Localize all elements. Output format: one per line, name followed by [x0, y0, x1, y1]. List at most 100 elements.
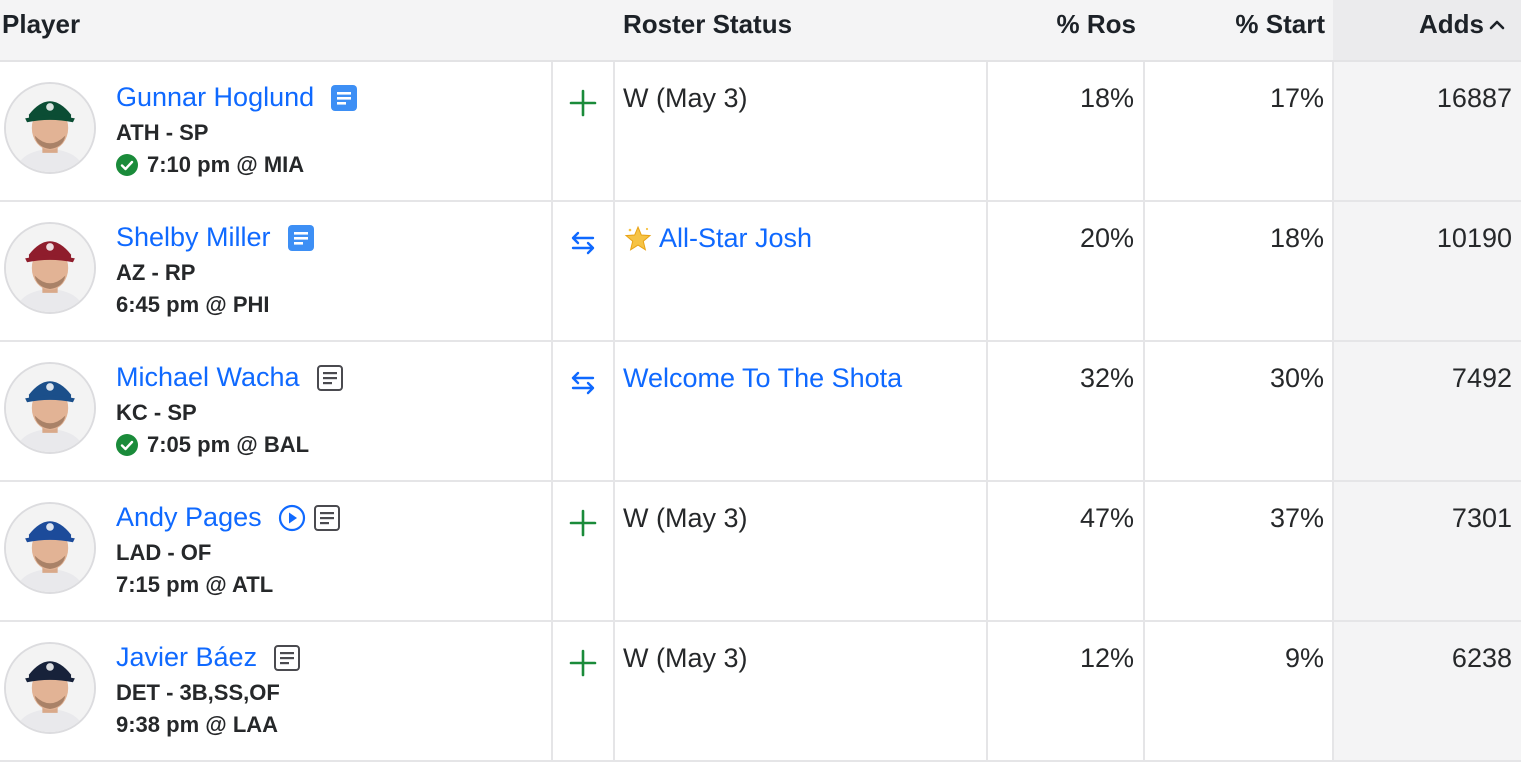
add-icon: [566, 509, 600, 544]
note-icon[interactable]: [316, 364, 344, 392]
note-icon-new[interactable]: [330, 84, 358, 112]
column-divider: [986, 342, 988, 480]
pct-rostered: 20%: [1079, 223, 1134, 253]
add-icon: [566, 89, 600, 124]
pct-started: 30%: [1269, 363, 1324, 393]
column-header-pct-start[interactable]: % Start: [1235, 9, 1325, 39]
check-icon: [116, 154, 138, 176]
column-divider: [551, 202, 553, 340]
adds-cell-bg: [1333, 62, 1521, 200]
roster-status[interactable]: Welcome To The Shota: [623, 363, 903, 393]
pct-rostered: 18%: [1079, 83, 1134, 113]
column-divider: [1332, 622, 1334, 760]
table-row: Shelby Miller AZ - RP 6:45 pm @ PHI All-Sta…: [0, 202, 1521, 342]
player-name-link[interactable]: Gunnar Hoglund: [116, 82, 315, 112]
column-divider: [551, 482, 553, 620]
table-row: Andy Pages LAD - OF 7:15 pm @ ATL W (May 3)…: [0, 482, 1521, 622]
column-divider: [1143, 202, 1145, 340]
table-row: Javier Báez DET - 3B,SS,OF 9:38 pm @ LAA W …: [0, 622, 1521, 762]
adds-count: 7301: [1451, 503, 1512, 533]
adds-count: 16887: [1436, 83, 1512, 113]
column-header-pct-ros[interactable]: % Ros: [1056, 9, 1136, 39]
column-divider: [551, 342, 553, 480]
column-divider: [613, 482, 615, 620]
player-avatar: [4, 502, 96, 594]
column-divider: [613, 62, 615, 200]
adds-count: 6238: [1451, 643, 1512, 673]
note-icon-new[interactable]: [287, 224, 315, 252]
game-time: 7:15 pm @ ATL: [116, 572, 274, 597]
add-player-button[interactable]: [566, 646, 600, 680]
player-avatar: [4, 222, 96, 314]
player-name-link[interactable]: Andy Pages: [116, 502, 262, 532]
roster-status: W (May 3): [623, 83, 748, 113]
player-team-position: DET - 3B,SS,OF: [116, 680, 280, 705]
adds-count: 7492: [1451, 363, 1512, 393]
pct-rostered: 32%: [1079, 363, 1134, 393]
player-name-link[interactable]: Michael Wacha: [116, 362, 300, 392]
roster-status: W (May 3): [623, 643, 748, 673]
column-divider: [1143, 482, 1145, 620]
column-divider: [551, 62, 553, 200]
pct-started: 17%: [1269, 83, 1324, 113]
adds-header-bg: [1333, 0, 1521, 60]
column-divider: [986, 62, 988, 200]
pct-started: 9%: [1284, 643, 1324, 673]
column-divider: [1332, 342, 1334, 480]
column-divider: [986, 482, 988, 620]
column-divider: [986, 622, 988, 760]
column-divider: [1332, 482, 1334, 620]
pct-rostered: 12%: [1079, 643, 1134, 673]
table-row: Gunnar Hoglund ATH - SP 7:10 pm @ MIA W (Ma…: [0, 62, 1521, 202]
column-header-roster-status[interactable]: Roster Status: [623, 9, 793, 39]
pct-started: 18%: [1269, 223, 1324, 253]
roster-status: W (May 3): [623, 503, 748, 533]
table-body: Gunnar Hoglund ATH - SP 7:10 pm @ MIA W (Ma…: [0, 62, 1521, 762]
column-divider: [1143, 62, 1145, 200]
player-team-position: ATH - SP: [116, 120, 209, 145]
game-time: 9:38 pm @ LAA: [116, 712, 279, 737]
adds-count: 10190: [1436, 223, 1512, 253]
trade-icon: [566, 231, 600, 264]
table-header: Player Roster Status % Ros % Start Adds: [0, 0, 1521, 62]
trade-player-button[interactable]: [566, 226, 600, 260]
pct-rostered: 47%: [1079, 503, 1134, 533]
column-divider: [1143, 622, 1145, 760]
column-header-adds[interactable]: Adds: [1419, 9, 1484, 39]
adds-cell-bg: [1333, 482, 1521, 620]
chevron-up-icon[interactable]: [1488, 18, 1506, 30]
column-divider: [1143, 342, 1145, 480]
game-time: 6:45 pm @ PHI: [116, 292, 270, 317]
add-icon: [566, 649, 600, 684]
play-icon[interactable]: [278, 504, 306, 532]
column-divider: [986, 202, 988, 340]
game-time: 7:05 pm @ BAL: [147, 432, 310, 457]
add-player-button[interactable]: [566, 506, 600, 540]
player-team-position: LAD - OF: [116, 540, 212, 565]
adds-cell-bg: [1333, 342, 1521, 480]
player-avatar: [4, 642, 96, 734]
star-icon: [624, 225, 652, 253]
adds-cell-bg: [1333, 202, 1521, 340]
trade-player-button[interactable]: [566, 366, 600, 400]
roster-status[interactable]: All-Star Josh: [659, 223, 813, 253]
player-avatar: [4, 82, 96, 174]
note-icon[interactable]: [273, 644, 301, 672]
check-icon: [116, 434, 138, 456]
column-divider: [613, 622, 615, 760]
player-name-link[interactable]: Javier Báez: [116, 642, 258, 672]
game-time: 7:10 pm @ MIA: [147, 152, 305, 177]
column-divider: [613, 202, 615, 340]
column-header-player[interactable]: Player: [2, 9, 81, 39]
player-team-position: KC - SP: [116, 400, 197, 425]
adds-cell-bg: [1333, 622, 1521, 760]
column-divider: [1332, 62, 1334, 200]
pct-started: 37%: [1269, 503, 1324, 533]
add-player-button[interactable]: [566, 86, 600, 120]
trade-icon: [566, 371, 600, 404]
player-name-link[interactable]: Shelby Miller: [116, 222, 271, 252]
column-divider: [1332, 202, 1334, 340]
note-icon[interactable]: [313, 504, 341, 532]
player-avatar: [4, 362, 96, 454]
